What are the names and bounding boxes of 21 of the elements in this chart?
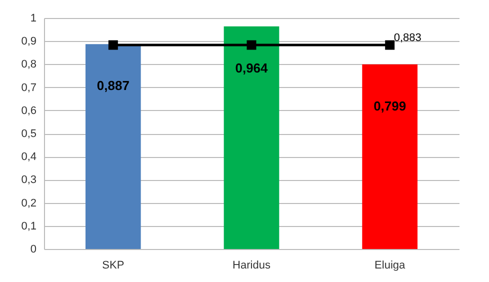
- y-tick-label: 1: [30, 12, 36, 24]
- data-label: 0,964: [235, 60, 269, 76]
- bar: [86, 44, 141, 249]
- bar: [362, 64, 418, 249]
- x-tick-label: SKP: [102, 260, 124, 272]
- y-tick-label: 0,1: [21, 220, 36, 232]
- y-tick-label: 0: [30, 244, 36, 256]
- x-tick-label: Eluiga: [374, 260, 406, 272]
- y-tick-label: 0,4: [21, 151, 36, 164]
- y-tick-label: 0,7: [21, 82, 36, 94]
- data-label: 0,883: [394, 32, 422, 44]
- y-tick-label: 0,3: [21, 174, 36, 186]
- data-label: 0,887: [96, 78, 130, 94]
- bar: [224, 26, 280, 249]
- y-tick-label: 0,9: [21, 36, 36, 48]
- data-label: 0,799: [374, 98, 406, 114]
- y-tick-label: 0,2: [21, 197, 36, 210]
- y-tick-label: 0,6: [21, 104, 36, 117]
- x-tick-label: Haridus: [232, 260, 271, 272]
- y-tick-label: 0,8: [21, 58, 36, 71]
- y-tick-label: 0,5: [21, 128, 36, 140]
